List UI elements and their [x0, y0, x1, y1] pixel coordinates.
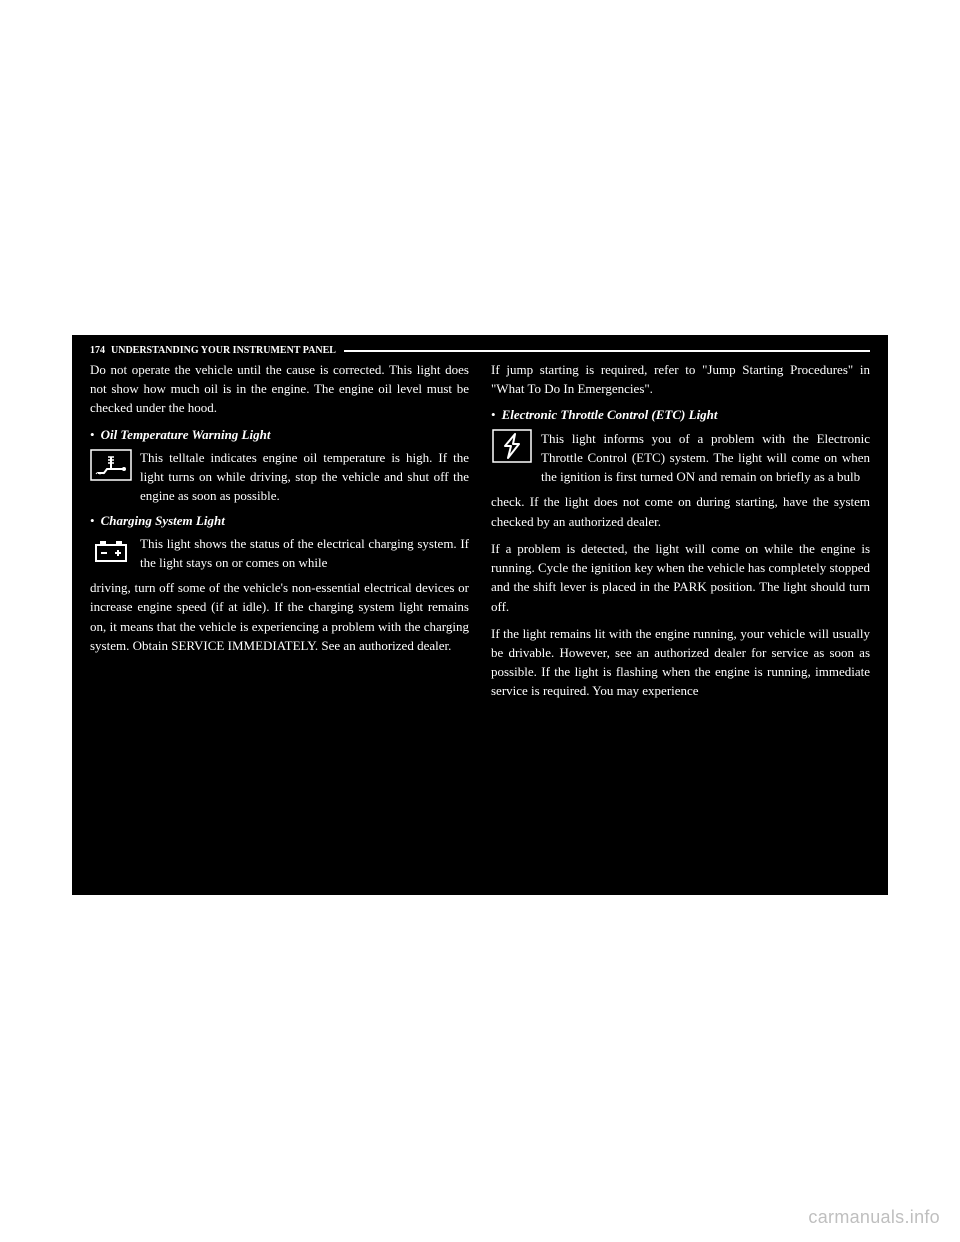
content-columns: Do not operate the vehicle until the cau…	[90, 360, 870, 709]
etc-lightning-icon	[491, 429, 533, 463]
icon-block: This telltale indicates engine oil tempe…	[90, 448, 469, 506]
paragraph: If the light remains lit with the engine…	[491, 624, 870, 701]
bullet-title: Charging System Light	[101, 512, 225, 530]
section-title: UNDERSTANDING YOUR INSTRUMENT PANEL	[111, 345, 336, 356]
paragraph: Do not operate the vehicle until the cau…	[90, 360, 469, 418]
icon-block: This light shows the status of the elect…	[90, 534, 469, 572]
page-number: 174	[90, 345, 105, 356]
right-column: If jump starting is required, refer to "…	[491, 360, 870, 709]
paragraph: check. If the light does not come on dur…	[491, 492, 870, 530]
left-column: Do not operate the vehicle until the cau…	[90, 360, 469, 709]
page-header: 174 UNDERSTANDING YOUR INSTRUMENT PANEL	[90, 345, 870, 356]
manual-page: 174 UNDERSTANDING YOUR INSTRUMENT PANEL …	[72, 335, 888, 895]
paragraph: If a problem is detected, the light will…	[491, 539, 870, 616]
paragraph: If jump starting is required, refer to "…	[491, 360, 870, 398]
bullet-item: • Oil Temperature Warning Light	[90, 426, 469, 444]
bullet-item: • Electronic Throttle Control (ETC) Ligh…	[491, 406, 870, 424]
oil-temp-icon	[90, 448, 132, 482]
watermark: carmanuals.info	[808, 1207, 940, 1228]
bullet-title: Electronic Throttle Control (ETC) Light	[502, 406, 718, 424]
bullet-item: • Charging System Light	[90, 512, 469, 530]
bullet-marker: •	[90, 512, 95, 530]
bullet-title: Oil Temperature Warning Light	[101, 426, 271, 444]
header-rule	[344, 350, 870, 352]
icon-text: This light informs you of a problem with…	[541, 429, 870, 487]
bullet-marker: •	[90, 426, 95, 444]
battery-icon	[90, 534, 132, 568]
icon-text: This light shows the status of the elect…	[140, 534, 469, 572]
icon-text: This telltale indicates engine oil tempe…	[140, 448, 469, 506]
bullet-marker: •	[491, 406, 496, 424]
icon-block: This light informs you of a problem with…	[491, 429, 870, 487]
paragraph: driving, turn off some of the vehicle's …	[90, 578, 469, 655]
